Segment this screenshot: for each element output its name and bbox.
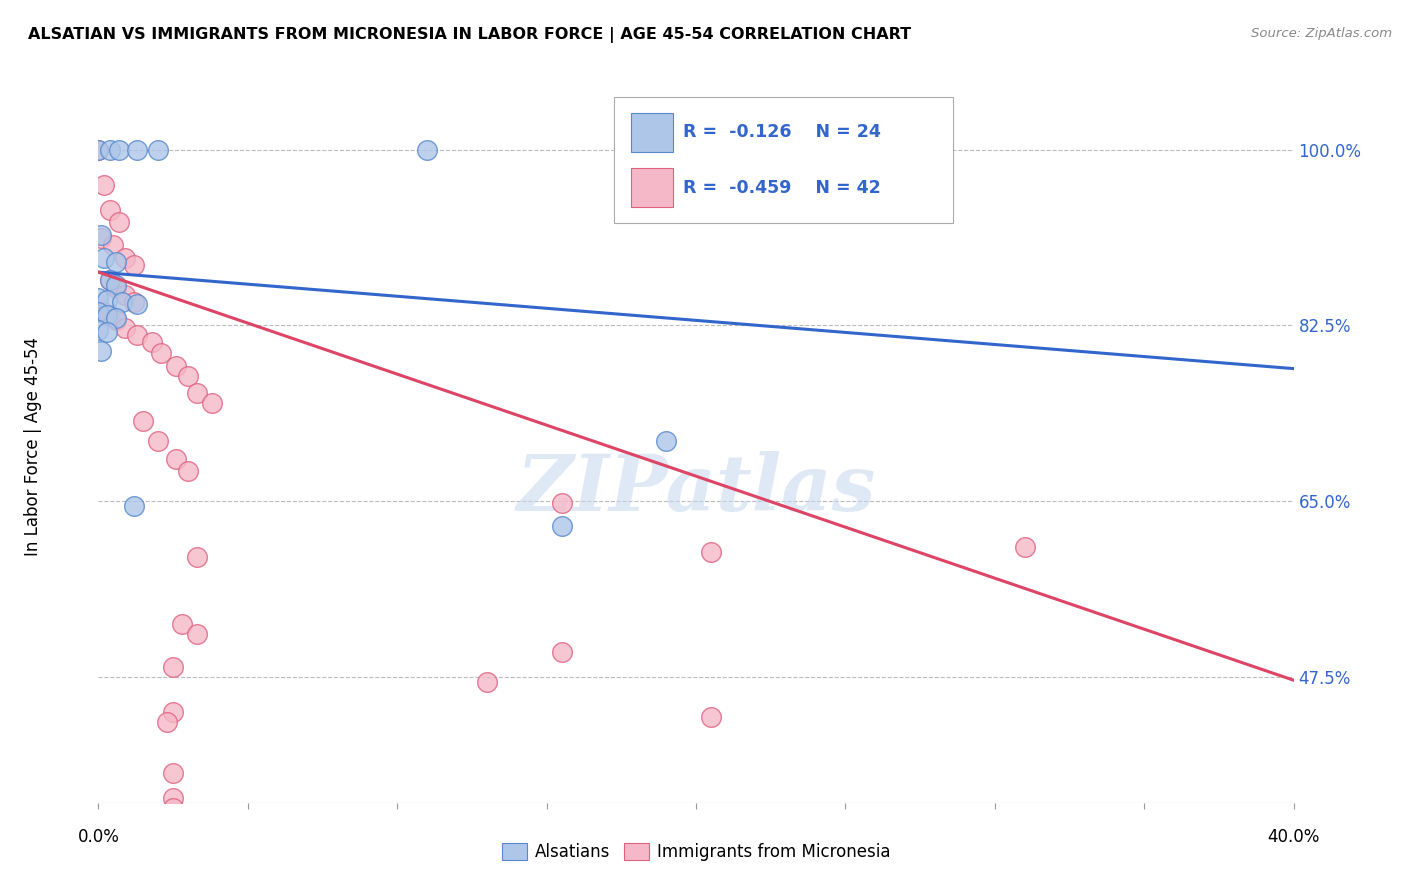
- Point: [100, 273, 122, 287]
- Point: [162, 660, 184, 674]
- Point: [87, 323, 110, 337]
- Point: [96, 293, 118, 308]
- Text: ALSATIAN VS IMMIGRANTS FROM MICRONESIA IN LABOR FORCE | AGE 45-54 CORRELATION CH: ALSATIAN VS IMMIGRANTS FROM MICRONESIA I…: [28, 27, 911, 43]
- Point: [162, 706, 184, 720]
- Point: [156, 715, 179, 730]
- Point: [114, 251, 136, 265]
- Point: [90, 227, 112, 242]
- Point: [96, 326, 118, 340]
- Text: R =  -0.459    N = 42: R = -0.459 N = 42: [683, 178, 880, 197]
- Point: [90, 303, 112, 318]
- Point: [700, 544, 723, 558]
- Point: [172, 616, 194, 631]
- Text: 40.0%: 40.0%: [1267, 828, 1320, 846]
- Point: [87, 143, 110, 157]
- Point: [186, 385, 208, 400]
- Point: [100, 309, 122, 323]
- Point: [127, 297, 149, 311]
- Point: [150, 345, 173, 359]
- Point: [700, 710, 723, 724]
- Point: [550, 519, 572, 533]
- Point: [201, 396, 224, 410]
- Point: [186, 627, 208, 641]
- Point: [655, 434, 678, 448]
- Point: [103, 238, 125, 252]
- Point: [132, 414, 155, 428]
- Point: [165, 359, 187, 373]
- Point: [114, 288, 136, 302]
- Point: [100, 202, 122, 217]
- Point: [124, 500, 146, 514]
- Point: [177, 368, 200, 383]
- Point: [127, 328, 149, 343]
- Point: [111, 295, 134, 310]
- Legend: Alsatians, Immigrants from Micronesia: Alsatians, Immigrants from Micronesia: [496, 838, 896, 866]
- Point: [162, 801, 184, 815]
- Point: [162, 765, 184, 780]
- Text: Source: ZipAtlas.com: Source: ZipAtlas.com: [1251, 27, 1392, 40]
- Point: [105, 311, 128, 326]
- Point: [148, 434, 170, 448]
- Point: [1014, 540, 1036, 554]
- Point: [177, 464, 200, 478]
- Point: [475, 675, 498, 690]
- Point: [100, 143, 122, 157]
- Point: [93, 178, 115, 192]
- Point: [108, 143, 131, 157]
- Point: [90, 231, 112, 245]
- Point: [93, 251, 115, 265]
- Point: [87, 143, 110, 157]
- Point: [124, 295, 146, 310]
- Point: [186, 549, 208, 564]
- Point: [100, 273, 122, 287]
- Point: [416, 143, 439, 157]
- Point: [162, 790, 184, 805]
- Text: 0.0%: 0.0%: [77, 828, 120, 846]
- Point: [87, 291, 110, 305]
- Text: ZIPatlas: ZIPatlas: [516, 450, 876, 527]
- Point: [114, 321, 136, 335]
- Point: [87, 305, 110, 319]
- Point: [141, 335, 163, 350]
- Point: [127, 143, 149, 157]
- Text: In Labor Force | Age 45-54: In Labor Force | Age 45-54: [24, 336, 42, 556]
- Point: [105, 281, 128, 295]
- Point: [105, 255, 128, 269]
- Point: [105, 313, 128, 327]
- Point: [550, 496, 572, 510]
- Point: [148, 143, 170, 157]
- Point: [550, 645, 572, 659]
- Point: [105, 278, 128, 293]
- Point: [108, 215, 131, 229]
- Point: [165, 452, 187, 467]
- Text: R =  -0.126    N = 24: R = -0.126 N = 24: [683, 123, 880, 142]
- Point: [90, 343, 112, 358]
- Point: [124, 258, 146, 272]
- Point: [96, 309, 118, 323]
